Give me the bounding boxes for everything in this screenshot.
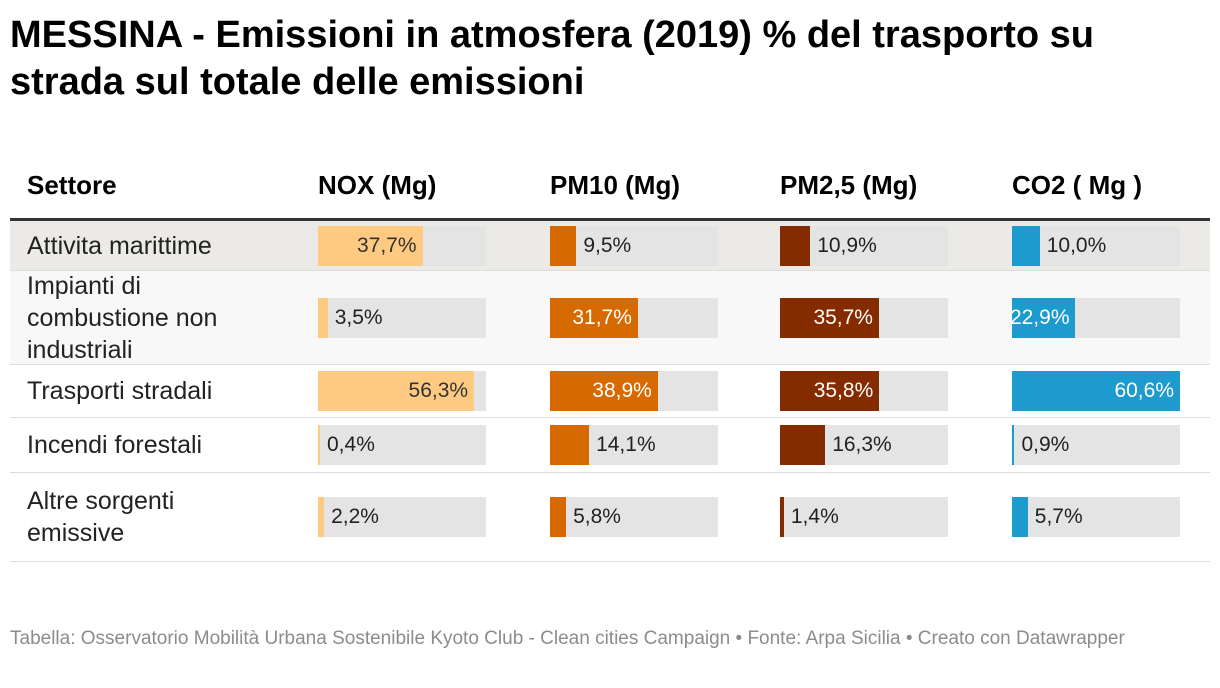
bar-cell-co2: 60,6% (1012, 371, 1180, 411)
bar-nox (318, 225, 423, 266)
bar-cell-nox: 2,2% (318, 497, 486, 537)
value-label-nox: 56,3% (408, 379, 469, 402)
bar-cell-pm25: 16,3% (780, 425, 948, 465)
sector-label: Trasporti stradali (27, 377, 213, 405)
bar-cell-pm10: 38,9% (550, 371, 718, 411)
header-co2[interactable]: CO2 ( Mg ) (1012, 170, 1142, 200)
bar-pm25 (780, 497, 784, 537)
value-label-nox: 2,2% (331, 505, 379, 528)
bar-pm25 (780, 297, 879, 338)
bar-cell-nox: 37,7% (318, 225, 486, 266)
bar-cell-pm25: 10,9% (780, 225, 948, 266)
bar-cell-nox: 0,4% (318, 425, 486, 465)
value-label-nox: 3,5% (334, 305, 383, 329)
sector-label: Altre sorgenti emissive (27, 487, 175, 547)
bar-cell-pm10: 9,5% (550, 225, 718, 266)
bar-cell-pm10: 31,7% (550, 297, 718, 338)
bar-nox (318, 497, 325, 537)
data-table: Settore NOX (Mg) PM10 (Mg) PM2,5 (Mg) CO… (10, 150, 1210, 562)
value-label-pm10: 14,1% (596, 433, 656, 456)
bar-pm10 (550, 297, 638, 338)
value-label-pm25: 35,8% (813, 379, 874, 402)
value-label-pm10: 38,9% (592, 379, 652, 402)
bar-cell-co2: 10,0% (1012, 225, 1180, 266)
source-note: Tabella: Osservatorio Mobilità Urbana So… (10, 628, 1125, 649)
bar-co2 (1012, 425, 1015, 465)
bar-cell-nox: 3,5% (318, 297, 486, 338)
bar-nox (318, 425, 320, 465)
value-label-pm10: 5,8% (573, 505, 621, 528)
chart-title: MESSINA - Emissioni in atmosfera (2019) … (10, 14, 1094, 103)
bar-pm25 (780, 425, 826, 465)
header-settore[interactable]: Settore (27, 170, 117, 200)
value-label-nox: 37,7% (356, 233, 417, 257)
bar-pm10 (550, 225, 577, 266)
value-label-pm25: 10,9% (817, 233, 877, 257)
value-label-pm25: 1,4% (790, 505, 839, 528)
bar-nox (318, 297, 328, 338)
bar-co2 (1012, 297, 1076, 338)
bar-nox (318, 371, 475, 411)
value-label-pm10: 9,5% (583, 233, 632, 257)
table-row: Attivita marittime 37,7% 9,5% 10,9% 10,0% (10, 221, 1210, 271)
value-label-pm10: 31,7% (572, 305, 632, 329)
sector-label: Attivita marittime (27, 231, 212, 260)
table-body: Attivita marittime 37,7% 9,5% 10,9% 10,0% Imp… (10, 221, 1210, 562)
value-label-nox: 0,4% (327, 433, 375, 456)
bar-cell-co2: 0,9% (1012, 425, 1180, 465)
header-pm10[interactable]: PM10 (Mg) (550, 170, 680, 200)
value-label-co2: 60,6% (1114, 379, 1174, 402)
bar-cell-pm25: 35,8% (780, 371, 948, 411)
bar-cell-pm10: 14,1% (550, 425, 718, 465)
table-header: Settore NOX (Mg) PM10 (Mg) PM2,5 (Mg) CO… (10, 150, 1210, 221)
header-pm25[interactable]: PM2,5 (Mg) (780, 170, 918, 200)
table-row: Incendi forestali 0,4% 14,1% 16,3% 0,9% (10, 418, 1210, 473)
bar-cell-pm10: 5,8% (550, 497, 718, 537)
value-label-co2: 22,9% (1009, 305, 1070, 329)
table-row: Impianti di combustione non industriali 3… (10, 271, 1210, 365)
bar-co2 (1012, 497, 1028, 537)
bar-cell-co2: 22,9% (1009, 297, 1180, 338)
bar-co2 (1012, 225, 1040, 266)
header-nox[interactable]: NOX (Mg) (318, 170, 437, 200)
bar-pm25 (780, 225, 811, 266)
bar-cell-pm25: 1,4% (780, 497, 948, 537)
value-label-pm25: 35,7% (813, 305, 873, 329)
value-label-co2: 10,0% (1046, 233, 1107, 257)
value-label-co2: 0,9% (1021, 433, 1070, 456)
bar-co2 (1012, 371, 1180, 411)
value-label-pm25: 16,3% (832, 433, 892, 456)
bar-pm10 (550, 497, 567, 537)
bar-cell-co2: 5,7% (1012, 497, 1180, 537)
table-row: Trasporti stradali 56,3% 38,9% 35,8% 60,6% (10, 365, 1210, 418)
bar-cell-nox: 56,3% (318, 371, 486, 411)
value-label-co2: 5,7% (1034, 505, 1083, 528)
table-row: Altre sorgenti emissive 2,2% 5,8% 1,4% 5,7% (10, 473, 1210, 562)
bar-pm10 (550, 425, 590, 465)
sector-label: Incendi forestali (27, 431, 203, 459)
bar-pm10 (550, 371, 658, 411)
bar-pm25 (780, 371, 880, 411)
sector-label: Impianti di combustione non industriali (27, 271, 218, 364)
bar-cell-pm25: 35,7% (780, 297, 948, 338)
